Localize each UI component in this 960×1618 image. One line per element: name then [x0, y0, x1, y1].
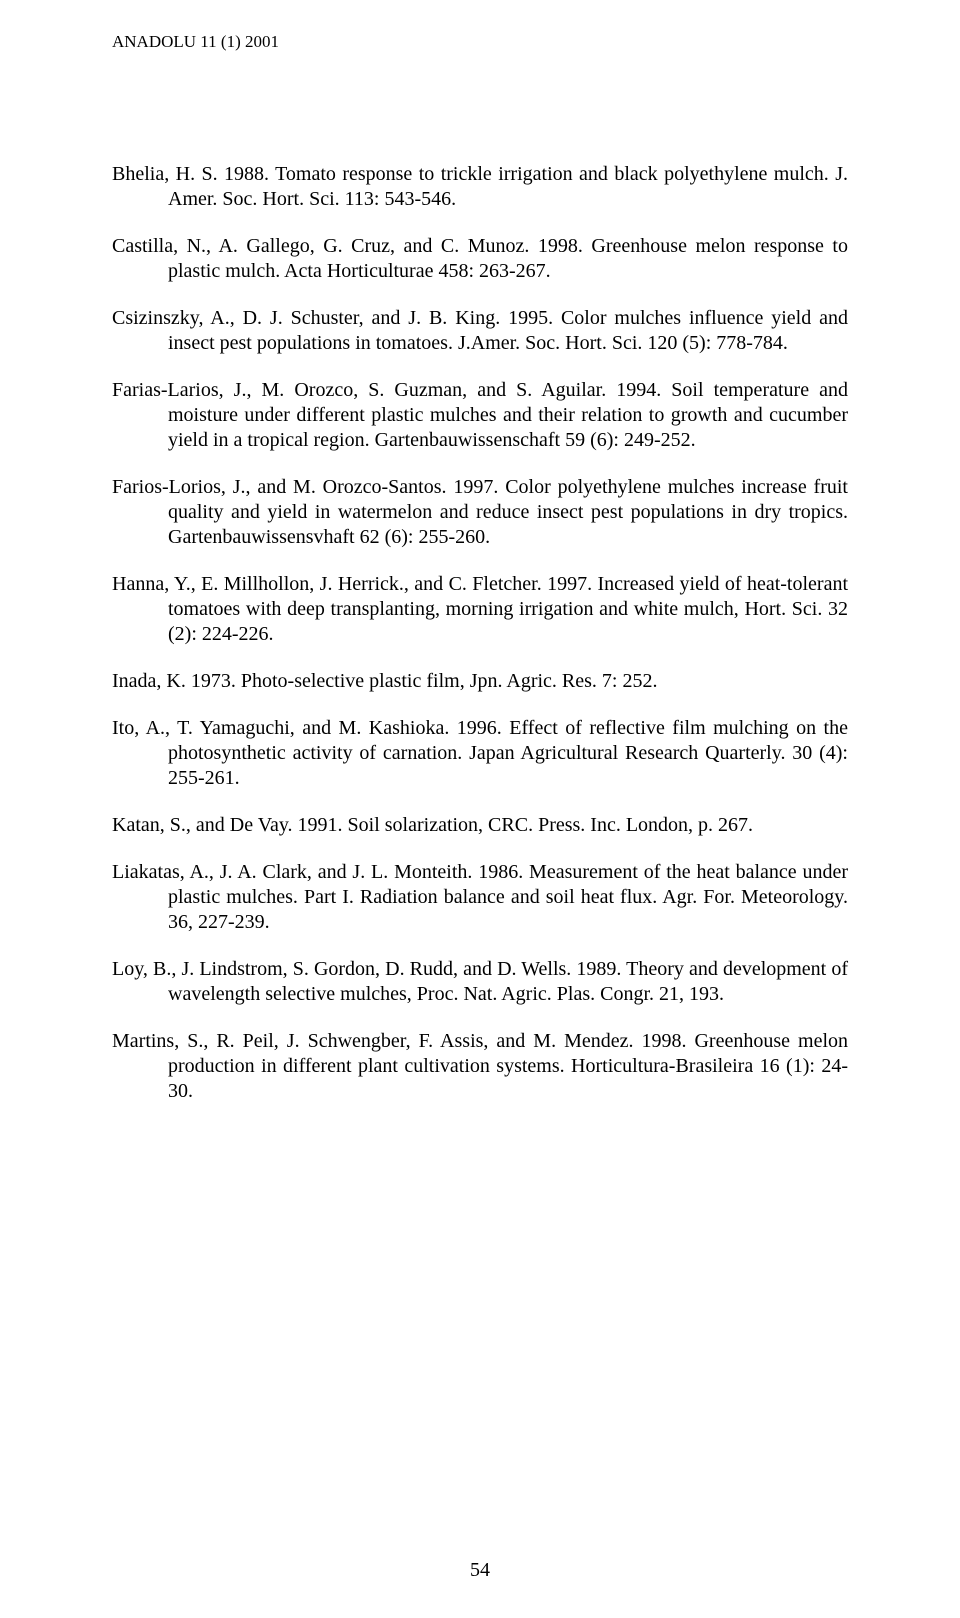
reference-item: Liakatas, A., J. A. Clark, and J. L. Mon…: [112, 860, 848, 935]
reference-item: Ito, A., T. Yamaguchi, and M. Kashioka. …: [112, 716, 848, 791]
page: ANADOLU 11 (1) 2001 Bhelia, H. S. 1988. …: [0, 0, 960, 1618]
reference-item: Martins, S., R. Peil, J. Schwengber, F. …: [112, 1029, 848, 1104]
references-list: Bhelia, H. S. 1988. Tomato response to t…: [112, 162, 848, 1104]
reference-item: Farias-Larios, J., M. Orozco, S. Guzman,…: [112, 378, 848, 453]
reference-item: Inada, K. 1973. Photo-selective plastic …: [112, 669, 848, 694]
reference-item: Loy, B., J. Lindstrom, S. Gordon, D. Rud…: [112, 957, 848, 1007]
page-number: 54: [0, 1559, 960, 1582]
reference-item: Farios-Lorios, J., and M. Orozco-Santos.…: [112, 475, 848, 550]
reference-item: Csizinszky, A., D. J. Schuster, and J. B…: [112, 306, 848, 356]
running-header: ANADOLU 11 (1) 2001: [112, 32, 848, 52]
reference-item: Katan, S., and De Vay. 1991. Soil solari…: [112, 813, 848, 838]
reference-item: Hanna, Y., E. Millhollon, J. Herrick., a…: [112, 572, 848, 647]
reference-item: Castilla, N., A. Gallego, G. Cruz, and C…: [112, 234, 848, 284]
reference-item: Bhelia, H. S. 1988. Tomato response to t…: [112, 162, 848, 212]
